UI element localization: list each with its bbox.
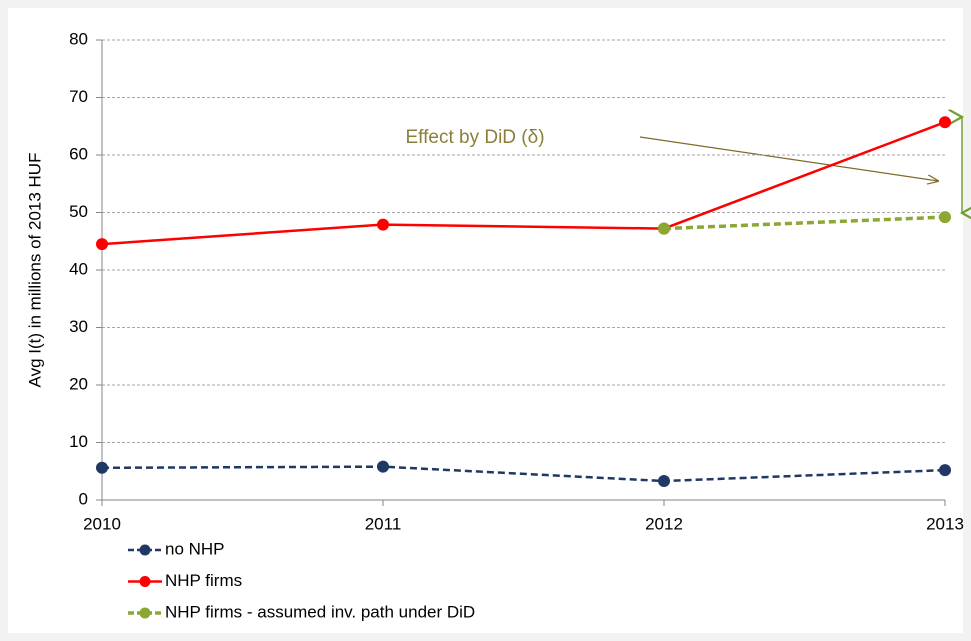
legend-marker — [139, 544, 151, 556]
data-point — [96, 238, 108, 251]
y-tick-label: 10 — [69, 432, 88, 451]
data-point — [96, 461, 108, 474]
y-tick-label: 70 — [69, 87, 88, 106]
chart-background — [8, 8, 963, 633]
annotation-arrow — [639, 136, 938, 181]
y-tick-label: 50 — [69, 202, 88, 221]
x-tick-label: 2010 — [83, 514, 121, 533]
series-line — [101, 465, 946, 483]
data-point — [377, 460, 389, 473]
x-tick-label: 2013 — [926, 514, 964, 533]
y-tick-label: 20 — [69, 374, 88, 393]
series-line — [663, 215, 946, 231]
data-point — [939, 116, 951, 129]
annotation: Effect by DiD (δ) — [405, 127, 544, 148]
data-point — [939, 464, 951, 477]
x-tick-label: 2011 — [365, 514, 402, 533]
y-axis-label: Avg I(t) in millions of 2013 HUF — [25, 153, 44, 388]
legend-marker — [139, 576, 151, 587]
legend-marker — [139, 607, 151, 619]
legend-label: NHP firms - assumed inv. path under DiD — [165, 602, 475, 621]
x-tick-label: 2012 — [645, 514, 683, 533]
data-point — [658, 475, 670, 488]
legend-label: NHP firms — [165, 571, 242, 590]
y-tick-label: 80 — [69, 29, 88, 48]
data-point — [939, 211, 951, 224]
data-point — [377, 218, 389, 231]
y-tick-label: 30 — [69, 317, 88, 336]
data-point — [658, 222, 670, 235]
legend-label: no NHP — [165, 539, 225, 558]
series-line — [101, 121, 946, 246]
y-tick-label: 40 — [69, 259, 88, 278]
y-tick-label: 0 — [79, 489, 88, 508]
y-tick-label: 60 — [69, 144, 88, 163]
